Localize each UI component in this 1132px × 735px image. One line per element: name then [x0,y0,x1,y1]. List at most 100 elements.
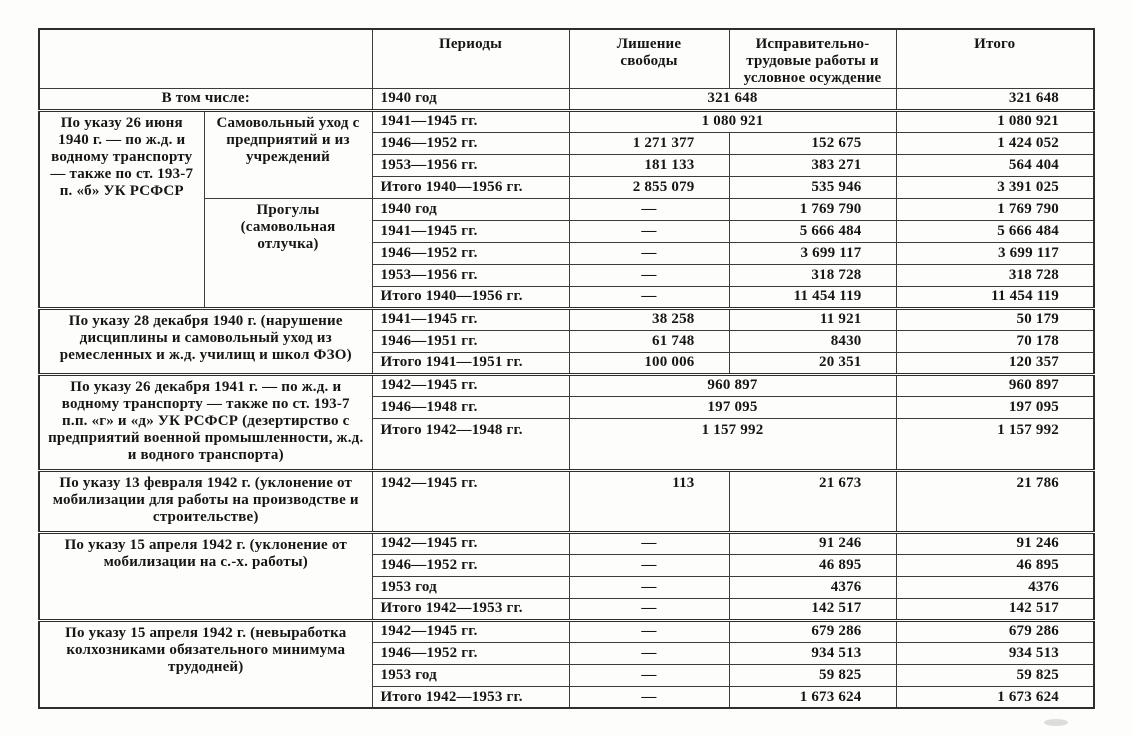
period-cell: 1941—1945 гг. [371,306,570,331]
total-value: 1 080 921 [895,109,1095,133]
labor-value: 535 946 [728,175,897,199]
intro-label: В том числе: [38,87,373,112]
table-row: 1941—1945 гг. — 5 666 484 5 666 484 [39,219,1095,243]
period-cell: 1941—1945 гг. [371,109,570,133]
prison-value: — [568,597,730,621]
decree-label: По указу 26 декабря 1941 г. — по ж.д. и … [38,372,373,471]
period-cell: 1953 год [371,663,570,687]
labor-value: 4376 [728,575,897,599]
total-value: 1 769 790 [895,197,1095,221]
merged-value: 197 095 [568,395,897,419]
labor-value: 1 769 790 [728,197,897,221]
header-total: Итого [895,28,1095,89]
prison-value: 38 258 [568,306,730,331]
labor-value: 152 675 [728,131,897,155]
period-cell: 1942—1945 гг. [371,530,570,555]
table-row: По указу 13 февраля 1942 г. (уклонение о… [38,468,1095,533]
total-value: 120 357 [895,351,1095,375]
total-value: 318 728 [895,263,1095,287]
period-cell: Итого 1942—1953 гг. [371,685,570,709]
period-cell: Итого 1940—1956 гг. [371,175,570,199]
labor-value: 91 246 [728,530,897,555]
table-row: 1953 год — 4376 4376 [39,575,1095,599]
table-row: По указу 26 июня 1940 г. — по ж.д. и вод… [38,109,1095,309]
total-value: 3 699 117 [895,241,1095,265]
period-cell: 1953 год [371,575,570,599]
prison-value: — [568,685,730,709]
decree-label: По указу 26 июня 1940 г. — по ж.д. и вод… [38,109,205,309]
period-cell: 1946—1952 гг. [371,641,570,665]
merged-value: 1 080 921 [568,109,897,133]
table-row: Итого 1940—1956 гг. 2 855 079 535 946 3 … [39,175,1095,199]
total-value: 91 246 [895,530,1095,555]
header-prison: Лишение свободы [568,28,730,89]
labor-value: 20 351 [728,351,897,375]
period-cell: 1942—1945 гг. [371,618,570,643]
header-labor: Исправительно-трудовые работы и условное… [728,28,897,89]
decree-label: По указу 13 февраля 1942 г. (уклонение о… [38,468,373,533]
total-value: 564 404 [895,153,1095,177]
prison-value: — [568,241,730,265]
prison-value: 61 748 [568,329,730,353]
prison-value: — [568,530,730,555]
total-value: 1 157 992 [895,417,1095,471]
period-cell: Итого 1941—1951 гг. [371,351,570,375]
total-value: 321 648 [895,87,1095,112]
labor-value: 318 728 [728,263,897,287]
prison-value: — [568,263,730,287]
category-label: Прогулы (самовольная отлучка) [203,197,373,309]
labor-value: 1 673 624 [728,685,897,709]
prison-value: — [568,641,730,665]
table-row: По указу 15 апреля 1942 г. (невыработка … [38,618,1095,709]
period-cell: 1953—1956 гг. [371,153,570,177]
period-cell: 1942—1945 гг. [371,372,570,397]
labor-value: 8430 [728,329,897,353]
period-cell: 1946—1952 гг. [371,553,570,577]
prison-value: 181 133 [568,153,730,177]
category-label: Самовольный уход с предприятий и из учре… [203,109,373,199]
prison-value: — [568,618,730,643]
total-value: 50 179 [895,306,1095,331]
header-corner-cell [38,28,373,89]
total-value: 1 424 052 [895,131,1095,155]
labor-value: 21 673 [728,468,897,533]
header-periods: Периоды [371,28,570,89]
table-row: В том числе: 1940 год 321 648 321 648 [38,87,1095,112]
period-cell: 1942—1945 гг. [371,468,570,533]
total-value: 934 513 [895,641,1095,665]
labor-value: 142 517 [728,597,897,621]
prison-value: 2 855 079 [568,175,730,199]
decree-label: По указу 15 апреля 1942 г. (невыработка … [38,618,373,709]
prison-value: 113 [568,468,730,533]
header-prison-label: Лишение свободы [616,36,682,69]
total-value: 70 178 [895,329,1095,353]
prison-value: 1 271 377 [568,131,730,155]
table-header-row: Периоды Лишение свободы Исправительно-тр… [38,28,1095,89]
prison-value: — [568,663,730,687]
total-value: 5 666 484 [895,219,1095,243]
total-value: 4376 [895,575,1095,599]
total-value: 59 825 [895,663,1095,687]
table-row: По указу 28 декабря 1940 г. (нарушение д… [38,306,1095,375]
total-value: 679 286 [895,618,1095,643]
table-row: 1946—1952 гг. — 934 513 934 513 [39,641,1095,665]
period-cell: Итого 1942—1948 гг. [371,417,570,471]
labor-value: 11 921 [728,306,897,331]
table-row: По указу 26 декабря 1941 г. — по ж.д. и … [38,372,1095,471]
table-row: Итого 1942—1953 гг. — 1 673 624 1 673 62… [39,685,1095,709]
table-row: 1946—1951 гг. 61 748 8430 70 178 [39,329,1095,353]
table-row: По указу 15 апреля 1942 г. (уклонение от… [38,530,1095,621]
labor-value: 3 699 117 [728,241,897,265]
labor-value: 5 666 484 [728,219,897,243]
total-value: 3 391 025 [895,175,1095,199]
decree-label: По указу 28 декабря 1940 г. (нарушение д… [38,306,373,375]
labor-value: 679 286 [728,618,897,643]
merged-value: 960 897 [568,372,897,397]
period-cell: 1940 год [371,197,570,221]
total-value: 11 454 119 [895,285,1095,309]
total-value: 197 095 [895,395,1095,419]
prison-value: — [568,553,730,577]
labor-value: 59 825 [728,663,897,687]
total-value: 960 897 [895,372,1095,397]
